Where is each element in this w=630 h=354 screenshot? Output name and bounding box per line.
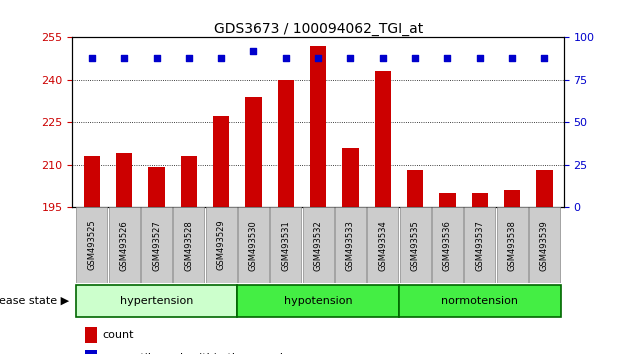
Text: GSM493526: GSM493526	[120, 220, 129, 270]
Point	[539, 55, 549, 61]
Bar	[205, 207, 237, 283]
Bar	[85, 350, 98, 354]
Bar	[536, 170, 553, 207]
Text: GSM493527: GSM493527	[152, 220, 161, 270]
Bar	[439, 193, 455, 207]
Text: GSM493535: GSM493535	[411, 220, 420, 270]
Bar	[302, 207, 334, 283]
Bar	[335, 207, 366, 283]
Point	[313, 55, 323, 61]
Bar	[407, 170, 423, 207]
Point	[216, 55, 226, 61]
Bar	[238, 285, 399, 317]
Bar	[213, 116, 229, 207]
Text: normotension: normotension	[441, 296, 518, 306]
Text: disease state ▶: disease state ▶	[0, 296, 69, 306]
Bar	[375, 71, 391, 207]
Text: GSM493528: GSM493528	[185, 220, 193, 270]
Text: GSM493531: GSM493531	[282, 220, 290, 270]
Bar	[310, 46, 326, 207]
Bar	[181, 156, 197, 207]
Bar	[399, 207, 431, 283]
Text: GSM493536: GSM493536	[443, 220, 452, 270]
Text: hypotension: hypotension	[284, 296, 352, 306]
Bar	[496, 207, 528, 283]
Text: GSM493534: GSM493534	[378, 220, 387, 270]
Bar	[270, 207, 301, 283]
Bar	[238, 207, 269, 283]
Bar	[173, 207, 204, 283]
Bar	[76, 285, 238, 317]
Text: GSM493532: GSM493532	[314, 220, 323, 270]
Bar	[278, 80, 294, 207]
Text: percentile rank within the sample: percentile rank within the sample	[102, 353, 290, 354]
Point	[248, 48, 258, 53]
Title: GDS3673 / 100094062_TGI_at: GDS3673 / 100094062_TGI_at	[214, 22, 423, 36]
Point	[87, 55, 97, 61]
Point	[151, 55, 161, 61]
Point	[507, 55, 517, 61]
Point	[410, 55, 420, 61]
Bar	[504, 190, 520, 207]
Point	[378, 55, 388, 61]
Bar	[116, 153, 132, 207]
Bar	[85, 327, 98, 343]
Bar	[399, 285, 561, 317]
Bar	[472, 193, 488, 207]
Text: GSM493525: GSM493525	[88, 220, 96, 270]
Bar	[149, 167, 164, 207]
Text: GSM493537: GSM493537	[475, 220, 484, 270]
Point	[184, 55, 194, 61]
Text: GSM493530: GSM493530	[249, 220, 258, 270]
Bar	[529, 207, 560, 283]
Point	[442, 55, 452, 61]
Text: GSM493538: GSM493538	[508, 220, 517, 270]
Bar	[246, 97, 261, 207]
Bar	[76, 207, 107, 283]
Text: count: count	[102, 330, 134, 340]
Bar	[432, 207, 463, 283]
Bar	[84, 156, 100, 207]
Point	[281, 55, 291, 61]
Bar	[108, 207, 140, 283]
Text: hypertension: hypertension	[120, 296, 193, 306]
Text: GSM493533: GSM493533	[346, 220, 355, 270]
Bar	[464, 207, 495, 283]
Text: GSM493529: GSM493529	[217, 220, 226, 270]
Point	[119, 55, 129, 61]
Text: GSM493539: GSM493539	[540, 220, 549, 270]
Point	[345, 55, 355, 61]
Bar	[342, 148, 358, 207]
Bar	[141, 207, 172, 283]
Point	[475, 55, 485, 61]
Bar	[367, 207, 398, 283]
